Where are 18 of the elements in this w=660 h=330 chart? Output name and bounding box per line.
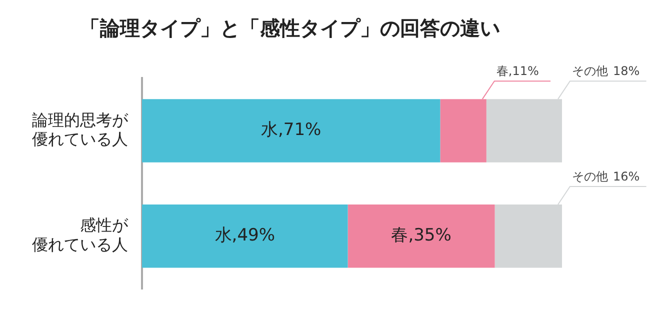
bar bbox=[348, 204, 495, 268]
data-label: ,11% bbox=[508, 64, 539, 78]
bar bbox=[142, 99, 440, 162]
bar bbox=[142, 204, 348, 268]
data-label: 18% bbox=[613, 64, 640, 78]
text: 春 bbox=[496, 64, 508, 78]
series-label: その他 bbox=[572, 170, 608, 184]
text: その他 bbox=[572, 64, 608, 78]
data-label: ,49% bbox=[232, 226, 276, 246]
series-label: 春 bbox=[391, 226, 408, 246]
data-label: 16% bbox=[613, 170, 640, 184]
text: 水 bbox=[214, 226, 232, 246]
chart-title: 「論理タイプ」と「感性タイプ」の回答の違い bbox=[80, 16, 500, 40]
data-label: ,71% bbox=[278, 120, 322, 140]
y-tick-label: 感性が優れている人 bbox=[32, 216, 129, 254]
series-label: 水 bbox=[261, 120, 278, 140]
y-tick-label: 論理的思考が優れている人 bbox=[32, 110, 129, 148]
data-label: ,35% bbox=[408, 226, 452, 246]
